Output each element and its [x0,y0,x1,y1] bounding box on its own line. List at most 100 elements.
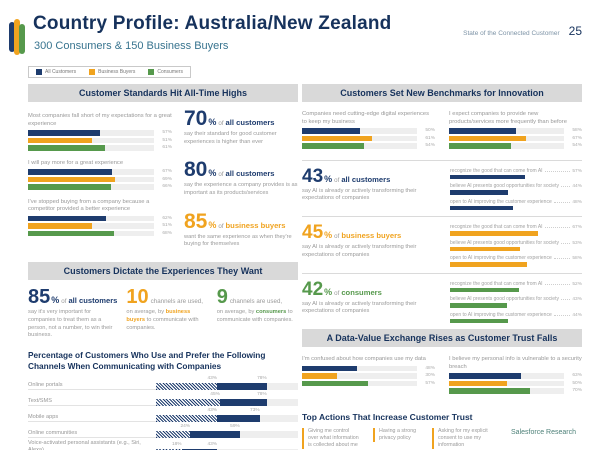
stat-lead: channels are used, [229,298,283,306]
bar-business-buyers [302,135,373,142]
channel-row: Online communities 24% 59% [28,424,298,439]
labeled-bar-value: 58% [572,256,582,262]
bar-group-label: I will pay more for a great experience [28,159,124,166]
total-value: 43% [207,441,218,447]
trust-card: Having a strong privacy policy [373,427,419,442]
bar-track [28,215,154,222]
bar-value: 61% [162,145,172,151]
bar-consumers [28,145,105,151]
left-column: Customer Standards Hit All-Time Highs Mo… [28,84,298,450]
labeled-bar: believe AI presents good opportunities f… [450,183,582,195]
stat-number: 10 [126,286,149,309]
bar-row: 68% [28,230,172,237]
bar-business-buyers [302,373,337,379]
bar-consumers [449,143,512,149]
bar-value: 61% [425,135,435,141]
leader-dots [553,258,571,260]
channel-label: Online communities [28,430,156,439]
total-bar [190,431,240,439]
bar-track [28,223,154,229]
bar-business-buyers [28,223,93,229]
audience-legend: All Customers Business Buyers Consumers [28,66,191,78]
stat-block: 85% of business buyers want the same experi… [184,211,298,249]
labeled-bar-header: open to AI improving the customer experi… [450,199,582,205]
bar-value: 51% [162,223,172,229]
stat-number: 85 [184,209,208,233]
bar-group: Most companies fall short of my expectat… [28,113,172,151]
percent-sign: % [324,173,333,184]
leader-dots [560,299,571,301]
labeled-bar-header: recognize the good that can come from AI… [450,224,582,230]
ai-stat-row: 45% of business buyers say AI is already or… [302,216,582,273]
labeled-bar: recognize the good that can come from AI… [450,168,582,180]
labeled-bar-fill-all-customers [450,190,509,195]
labeled-bar-label: open to AI improving the customer experi… [450,198,552,205]
stat-lead: channels are used, [150,298,203,306]
channel-label: Mobile apps [28,414,156,423]
stat-headline: 43% of all customers [302,167,440,186]
innovation-bar-groups: Companies need cutting-edge digital expe… [302,104,582,160]
stat-number: 85 [28,286,51,309]
bar-track [449,373,564,379]
dictate-stats: 85% of all customers say it's very importan… [28,287,298,344]
bar-row: 50% [449,380,582,387]
bar-track [302,373,417,379]
bar-value: 57% [425,380,435,386]
stat-number: 70 [184,107,208,130]
stat-description: on average, by business buyers to commun… [126,309,199,331]
stat-audience: all customers [225,169,275,179]
bar-value: 58% [572,128,582,134]
channel-track [156,448,298,450]
bar-value: 62% [162,215,172,221]
page-number: 25 [568,24,582,38]
country-stripes-icon [9,19,29,55]
legend-label: Consumers [157,69,183,75]
top-actions-cards: Giving me control over what information … [302,427,582,450]
bar-track [449,135,564,142]
bar-consumers [302,143,365,149]
bar-group-label: Companies need cutting-edge digital expe… [302,111,429,125]
bar-group: I've stopped buying from a company becau… [28,199,172,237]
bar-group: I expect companies to provide new produc… [449,111,582,151]
bar-row: 70% [449,388,582,394]
legend-item: Consumers [148,69,183,75]
bar-value: 69% [162,176,172,182]
stat-headline: 45% of business buyers [302,223,440,242]
legend-swatch-business-buyers [89,69,96,75]
stat-number: 42 [302,278,324,300]
labeled-bar-header: open to AI improving the customer experi… [450,255,582,261]
labeled-bar-header: believe AI presents good opportunities f… [450,296,582,302]
stat-headline: 42% of consumers [302,280,440,299]
stat-headline: 10 channels are used, [126,287,207,307]
bar-row: 51% [28,137,172,144]
stat-block: 9 channels are used, on average, by consum… [217,287,298,340]
total-bar [217,383,267,391]
stat-block: 70% of all customers say their standard for… [184,108,298,146]
bar-row: 48% [302,365,435,372]
prefer-bar [156,399,220,407]
bar-group-label: I expect companies to provide new produc… [449,111,567,125]
leader-dots [553,201,571,203]
stat-audience: business buyers [126,309,191,323]
prefer-value: 43% [207,408,218,414]
section-header-dictate: Customers Dictate the Experiences They W… [28,262,298,281]
total-value: 59% [230,424,240,430]
bar-value: 50% [572,380,582,386]
bar-all-customers [28,169,113,175]
labeled-bar-fill-business-buyers [450,231,539,236]
bar-value: 54% [425,143,435,149]
channel-row: Text/SMS 45% 78% [28,392,298,407]
bar-consumers [449,388,530,394]
labeled-bar-value: 48% [572,199,582,205]
labeled-bar-label: believe AI presents good opportunities f… [450,239,559,246]
stat-block: 85% of all customers say it's very importan… [28,287,117,340]
stat-block: 42% of consumers say AI is already or activ… [302,280,440,316]
data-value-bar-groups: I'm confused about how companies use my … [302,349,582,405]
bar-value: 68% [162,230,172,236]
stat-audience: business buyers [341,231,402,241]
labeled-bar-fill-consumers [450,287,519,293]
stat-audience: business buyers [225,220,286,230]
legend-swatch-consumers [148,69,155,75]
ai-stat-row: 43% of all customers say AI is already or a… [302,159,582,217]
labeled-bar-label: believe AI presents good opportunities f… [450,296,559,303]
